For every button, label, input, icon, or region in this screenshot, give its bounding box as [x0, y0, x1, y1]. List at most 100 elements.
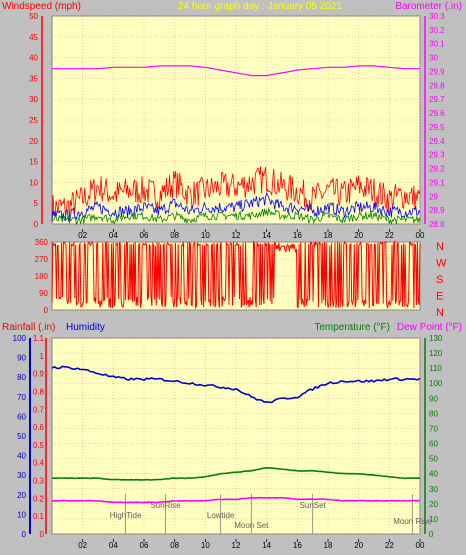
- wind-lull-line: [51, 207, 421, 226]
- climate-chart-x-tick-label: 06: [140, 541, 149, 550]
- climate-chart-x-tick-label: 16: [293, 541, 302, 550]
- climate-chart-x-tick-label: 14: [262, 541, 271, 550]
- temperature-y-tick-label: 70: [429, 424, 438, 433]
- rainfall-y-tick-label: 0.6: [33, 423, 45, 432]
- temperature-y-tick-label: 120: [429, 349, 443, 358]
- barometer-y-tick-label: 29.1: [429, 178, 445, 187]
- humidity-line: [51, 365, 421, 404]
- temperature-y-tick-label: 30: [429, 485, 438, 494]
- wind-chart-x-tick-label: 20: [354, 231, 363, 240]
- wind-chart-x-tick-label: 06: [140, 231, 149, 240]
- barometer-y-tick-label: 30.1: [429, 40, 445, 49]
- rainfall-y-tick-label: 0.4: [33, 459, 45, 468]
- barometer-y-tick-label: 29.3: [429, 151, 445, 160]
- wind-chart-x-tick-label: 14: [262, 231, 271, 240]
- direction-compass-label: N: [436, 307, 444, 319]
- wind-y-tick-label: 20: [29, 137, 38, 146]
- temperature-axis-title: Temperature (°F): [314, 322, 390, 333]
- direction-compass-label: E: [436, 291, 443, 303]
- wind-chart-x-tick-label: 12: [232, 231, 241, 240]
- wind-chart-x-tick-label: 04: [109, 231, 118, 240]
- climate-chart-x-tick-label: 04: [109, 541, 118, 550]
- wind-chart-x-tick-label: 16: [293, 231, 302, 240]
- humidity-y-tick-label: 50: [17, 432, 26, 441]
- windspeed-axis-title: Windspeed (mph): [2, 1, 81, 12]
- event-label: Moon Set: [234, 521, 269, 530]
- barometer-y-tick-label: 29.9: [429, 67, 445, 76]
- humidity-y-tick-label: 40: [17, 452, 26, 461]
- event-label: SunSet: [300, 501, 327, 510]
- wind-chart-x-tick-label: 22: [385, 231, 394, 240]
- barometer-line: [52, 65, 420, 77]
- direction-y-tick-label: 0: [44, 306, 49, 315]
- barometer-y-tick-label: 28.9: [429, 206, 445, 215]
- climate-chart-x-tick-label: 02: [78, 541, 87, 550]
- barometer-y-tick-label: 29.2: [429, 165, 445, 174]
- wind-direction-line: [51, 240, 421, 310]
- barometer-axis-title: Barometer (.in): [395, 1, 462, 12]
- climate-chart-x-tick-label: 12: [232, 541, 241, 550]
- barometer-y-tick-label: 30: [429, 54, 438, 63]
- wind-y-tick-label: 45: [29, 33, 38, 42]
- wind-gust-line: [51, 166, 421, 222]
- rainfall-axis-title: Rainfall (.in): [2, 322, 55, 333]
- wind-y-tick-label: 40: [29, 54, 38, 63]
- humidity-y-tick-label: 80: [17, 373, 26, 382]
- graph-title: 24 hour graph day : January 05 2021: [178, 1, 342, 12]
- direction-compass-label: S: [436, 274, 443, 286]
- barometer-y-tick-label: 29.7: [429, 95, 445, 104]
- rainfall-y-tick-label: 1: [40, 352, 45, 361]
- temperature-line: [52, 466, 421, 481]
- rainfall-y-tick-label: 1.1: [33, 334, 45, 343]
- rainfall-y-tick-label: 0.3: [33, 477, 45, 486]
- temperature-y-tick-label: 50: [429, 455, 438, 464]
- barometer-y-tick-label: 29.5: [429, 123, 445, 132]
- temperature-y-tick-label: 90: [429, 394, 438, 403]
- climate-chart-x-tick-label: 18: [324, 541, 333, 550]
- direction-y-tick-label: 180: [35, 272, 49, 281]
- climate-chart-x-tick-label: 20: [354, 541, 363, 550]
- temperature-y-tick-label: 10: [429, 515, 438, 524]
- temperature-y-tick-label: 100: [429, 379, 443, 388]
- rainfall-y-tick-label: 0.1: [33, 512, 45, 521]
- climate-chart-x-tick-label: 00: [416, 541, 425, 550]
- direction-y-tick-label: 270: [35, 255, 49, 264]
- wind-y-tick-label: 35: [29, 74, 38, 83]
- barometer-y-tick-label: 28.8: [429, 220, 445, 229]
- climate-chart-x-tick-label: 22: [385, 541, 394, 550]
- wind-chart-x-tick-label: 00: [416, 231, 425, 240]
- wind-chart-x-tick-label: 18: [324, 231, 333, 240]
- temperature-y-tick-label: 20: [429, 500, 438, 509]
- barometer-y-tick-label: 30.3: [429, 12, 445, 21]
- wind-y-tick-label: 10: [29, 178, 38, 187]
- temperature-y-tick-label: 40: [429, 470, 438, 479]
- humidity-y-tick-label: 30: [17, 471, 26, 480]
- wind-chart-x-tick-label: 10: [201, 231, 210, 240]
- direction-compass-label: N: [436, 241, 444, 253]
- direction-y-tick-label: 360: [35, 238, 49, 247]
- rainfall-y-tick-label: 0.8: [33, 387, 45, 396]
- climate-chart-plot-area: [51, 337, 421, 535]
- dewpoint-axis-title: Dew Point (°F): [397, 322, 462, 333]
- event-label: Moon Rise: [393, 517, 432, 526]
- humidity-y-tick-label: 90: [17, 354, 26, 363]
- direction-y-tick-label: 90: [39, 289, 48, 298]
- rainfall-y-tick-label: 0.7: [33, 405, 45, 414]
- humidity-y-tick-label: 10: [17, 510, 26, 519]
- event-label: Lowtide: [207, 511, 235, 520]
- humidity-axis-title: Humidity: [66, 322, 105, 333]
- rainfall-y-tick-label: 0.9: [33, 370, 45, 379]
- wind-y-tick-label: 15: [29, 158, 38, 167]
- humidity-y-tick-label: 0: [22, 530, 27, 539]
- wind-y-tick-label: 30: [29, 95, 38, 104]
- barometer-y-tick-label: 29.6: [429, 109, 445, 118]
- temperature-y-tick-label: 80: [429, 409, 438, 418]
- wind-chart-x-tick-label: 02: [78, 231, 87, 240]
- event-label: SunRise: [150, 501, 181, 510]
- temperature-y-tick-label: 110: [429, 364, 442, 373]
- rainfall-y-tick-label: 0: [40, 530, 45, 539]
- humidity-y-tick-label: 70: [17, 393, 26, 402]
- barometer-y-tick-label: 30.2: [429, 26, 445, 35]
- dewpoint-line: [51, 496, 421, 504]
